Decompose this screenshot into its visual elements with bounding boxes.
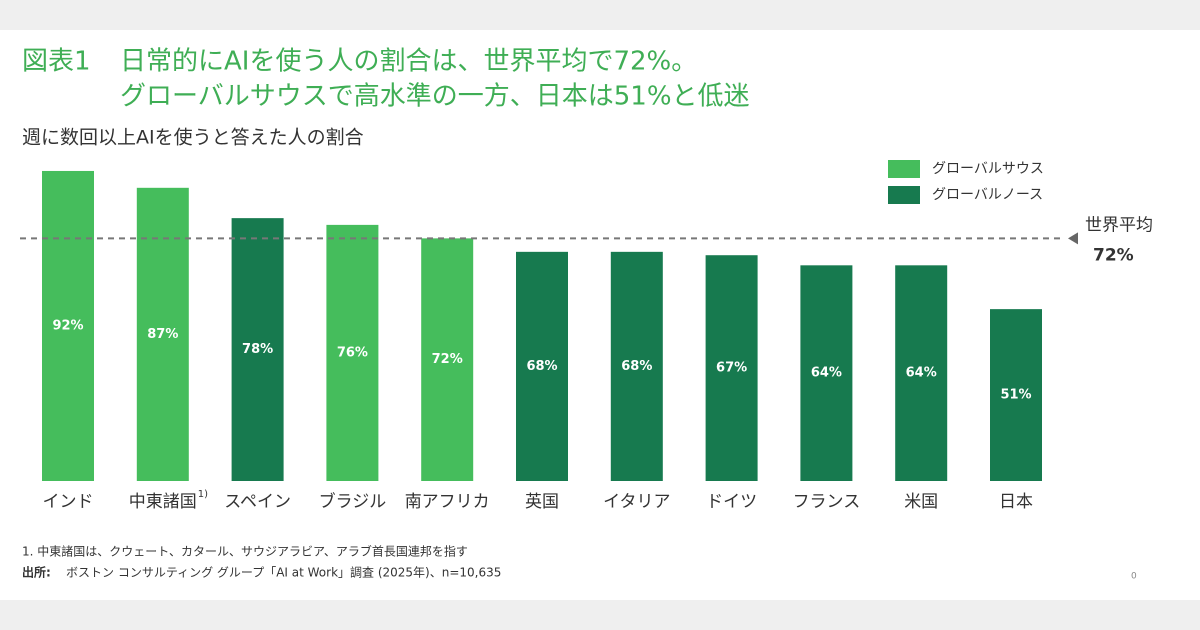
value-label: 68% <box>621 359 652 374</box>
chart-title: 日常的にAIを使う人の割合は、世界平均で72%。 <box>120 47 697 77</box>
value-label: 51% <box>1000 388 1031 403</box>
x-tick-label: イタリア <box>603 492 670 512</box>
x-tick-label: ブラジル <box>319 491 387 512</box>
legend-label: グローバルサウス <box>932 161 1044 177</box>
legend-swatch <box>888 186 920 204</box>
legend-label: グローバルノース <box>932 187 1043 203</box>
page-number: 0 <box>1131 572 1137 582</box>
bar <box>610 251 663 481</box>
bar <box>800 265 853 481</box>
bar <box>705 255 758 481</box>
bar <box>136 187 189 481</box>
value-label: 68% <box>526 359 557 374</box>
bar <box>231 218 284 481</box>
value-label: 87% <box>147 327 178 342</box>
value-label: 67% <box>716 361 747 376</box>
value-label: 92% <box>52 318 83 333</box>
bar <box>990 309 1042 481</box>
value-label: 64% <box>811 366 842 381</box>
x-tick-label: インド <box>43 492 94 512</box>
chart-subtitle: 週に数回以上AIを使うと答えた人の割合 <box>22 127 364 149</box>
value-label: 72% <box>432 352 463 367</box>
bar <box>421 238 474 481</box>
legend-swatch <box>888 160 920 178</box>
x-tick-label: 中東諸国 <box>129 492 197 512</box>
reference-value: 72% <box>1093 245 1134 265</box>
footnote: 1. 中東諸国は、クウェート、カタール、サウジアラビア、アラブ首長国連邦を指す <box>22 544 468 559</box>
x-tick-label: ドイツ <box>706 492 757 512</box>
figure-label: 図表1 <box>22 47 91 77</box>
x-tick-label: スペイン <box>224 492 291 512</box>
value-label: 78% <box>242 342 273 357</box>
reference-marker <box>1068 232 1078 245</box>
footnote-marker: 1) <box>198 489 208 500</box>
bar <box>516 251 568 481</box>
bar <box>326 224 379 481</box>
chart-title: グローバルサウスで高水準の一方、日本は51%と低迷 <box>120 82 750 112</box>
source-label: 出所: <box>22 565 51 580</box>
x-tick-label: 南アフリカ <box>405 492 490 512</box>
source: ボストン コンサルティング グループ「AI at Work」調査 (2025年)… <box>66 566 501 580</box>
x-tick-label: 米国 <box>904 492 938 512</box>
bar <box>42 170 94 481</box>
bar <box>895 265 948 481</box>
value-label: 64% <box>906 366 937 381</box>
value-label: 76% <box>337 345 368 360</box>
x-tick-label: フランス <box>793 492 861 512</box>
x-tick-label: 英国 <box>525 492 559 512</box>
reference-label: 世界平均 <box>1085 215 1153 235</box>
x-tick-label: 日本 <box>999 492 1033 512</box>
